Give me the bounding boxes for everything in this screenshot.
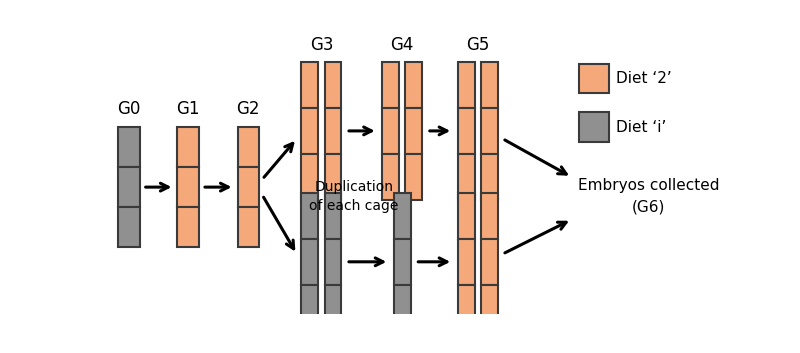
Bar	[382, 108, 399, 154]
Bar	[481, 154, 498, 200]
Bar	[178, 207, 199, 247]
Bar	[458, 108, 474, 154]
Text: Duplication
of each cage: Duplication of each cage	[310, 180, 399, 213]
Bar	[458, 154, 474, 200]
Bar	[302, 239, 318, 285]
Bar	[178, 127, 199, 167]
Bar	[302, 108, 318, 154]
Bar	[579, 112, 609, 142]
Text: G0: G0	[118, 100, 141, 118]
Bar	[178, 167, 199, 207]
Bar	[394, 192, 410, 239]
Bar	[238, 127, 259, 167]
Bar	[302, 192, 318, 239]
Bar	[406, 62, 422, 108]
Bar	[118, 127, 140, 167]
Bar	[325, 192, 342, 239]
Bar	[302, 154, 318, 200]
Bar	[458, 62, 474, 108]
Text: Embryos collected
(G6): Embryos collected (G6)	[578, 178, 719, 214]
Bar	[406, 154, 422, 200]
Bar	[302, 62, 318, 108]
Bar	[325, 154, 342, 200]
Bar	[118, 167, 140, 207]
Text: G5: G5	[466, 36, 490, 54]
Bar	[458, 192, 474, 239]
Bar	[238, 207, 259, 247]
Text: Diet ‘i’: Diet ‘i’	[616, 120, 666, 134]
Bar	[325, 62, 342, 108]
Bar	[118, 207, 140, 247]
Bar	[325, 285, 342, 331]
Text: G2: G2	[237, 100, 260, 118]
Bar	[406, 108, 422, 154]
Bar	[481, 62, 498, 108]
Bar	[325, 239, 342, 285]
Text: Diet ‘2’: Diet ‘2’	[616, 71, 672, 86]
Bar	[394, 239, 410, 285]
Bar	[458, 285, 474, 331]
Bar	[394, 285, 410, 331]
Bar	[382, 154, 399, 200]
Bar	[579, 64, 609, 93]
Text: G4: G4	[390, 36, 414, 54]
Bar	[238, 167, 259, 207]
Bar	[382, 62, 399, 108]
Bar	[458, 239, 474, 285]
Bar	[481, 239, 498, 285]
Bar	[302, 285, 318, 331]
Text: G1: G1	[177, 100, 200, 118]
Text: G3: G3	[310, 36, 334, 54]
Bar	[481, 192, 498, 239]
Bar	[481, 108, 498, 154]
Bar	[325, 108, 342, 154]
Bar	[481, 285, 498, 331]
